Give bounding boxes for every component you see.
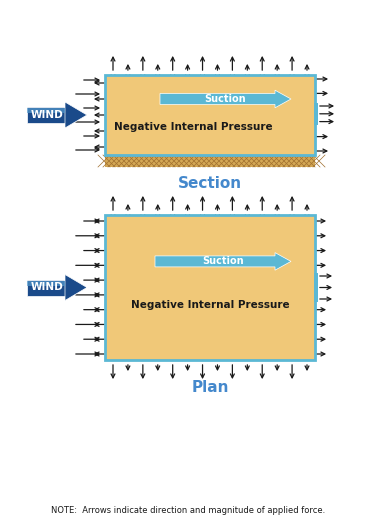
Bar bbox=[314, 273, 318, 302]
Text: WIND: WIND bbox=[31, 110, 63, 120]
Text: Suction: Suction bbox=[202, 256, 244, 266]
Text: Negative Internal Pressure: Negative Internal Pressure bbox=[130, 300, 290, 310]
Polygon shape bbox=[27, 279, 65, 296]
Polygon shape bbox=[65, 275, 87, 300]
Polygon shape bbox=[65, 102, 87, 128]
Text: Plan: Plan bbox=[191, 381, 229, 395]
Polygon shape bbox=[27, 107, 65, 123]
Text: WIND: WIND bbox=[31, 282, 63, 292]
FancyArrow shape bbox=[155, 253, 291, 270]
Text: Negative Internal Pressure: Negative Internal Pressure bbox=[114, 122, 273, 132]
Bar bbox=[105, 215, 315, 360]
Polygon shape bbox=[27, 108, 65, 113]
Text: NOTE:  Arrows indicate direction and magnitude of applied force.: NOTE: Arrows indicate direction and magn… bbox=[51, 506, 325, 515]
FancyArrow shape bbox=[160, 90, 291, 108]
Bar bbox=[105, 155, 315, 167]
Bar bbox=[314, 103, 318, 124]
Polygon shape bbox=[27, 280, 65, 286]
Text: Section: Section bbox=[178, 175, 242, 191]
Text: Suction: Suction bbox=[205, 94, 246, 104]
Bar bbox=[105, 75, 315, 155]
